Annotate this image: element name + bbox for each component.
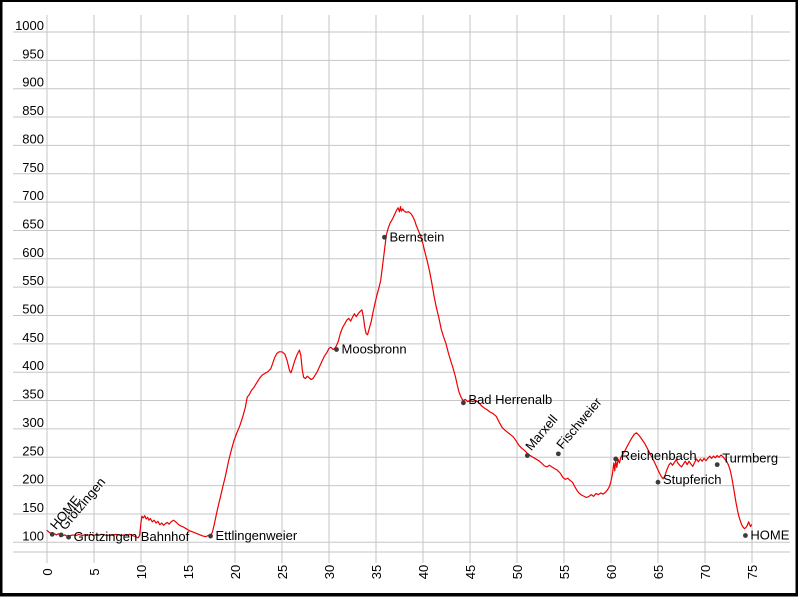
x-axis-tick-label: 20	[228, 565, 243, 579]
x-axis-tick-label: 10	[134, 565, 149, 579]
y-axis-tick-label: 100	[22, 528, 44, 543]
waypoint-label: Moosbronn	[342, 342, 407, 357]
x-axis-tick-label: 15	[181, 565, 196, 579]
window-border-bottom	[0, 593, 798, 597]
y-axis-tick-label: 850	[22, 103, 44, 118]
x-axis-tick-label: 5	[87, 568, 102, 575]
elevation-line	[46, 206, 753, 539]
waypoint-marker	[58, 532, 64, 538]
x-axis-tick-label: 45	[463, 565, 478, 579]
x-axis-tick-label: 55	[557, 565, 572, 579]
y-axis-tick-label: 350	[22, 387, 44, 402]
waypoint-label: Ettlingenweier	[216, 528, 298, 543]
waypoint-marker	[334, 347, 339, 352]
x-axis-tick-label: 75	[745, 565, 760, 579]
waypoint-marker	[382, 234, 387, 240]
y-axis-tick-label: 500	[22, 302, 44, 317]
window-border-top	[0, 0, 798, 2]
y-axis-tick-label: 1000	[15, 18, 44, 33]
y-axis-tick-label: 750	[22, 160, 44, 175]
waypoint-label: HOME	[750, 528, 789, 543]
y-axis-tick-label: 700	[22, 188, 44, 203]
waypoint-label: Turmberg	[722, 451, 778, 466]
y-axis-tick-label: 550	[22, 273, 44, 288]
waypoint-marker	[208, 533, 213, 539]
waypoint-marker	[66, 534, 72, 540]
waypoint-label: Fischweier	[553, 394, 605, 452]
waypoint-marker	[524, 453, 530, 458]
y-axis-tick-label: 900	[22, 75, 44, 90]
waypoint-marker	[655, 479, 661, 485]
waypoint-label: Grötzingen Bahnhof	[74, 529, 190, 544]
waypoint-marker	[555, 451, 561, 457]
waypoint-marker	[613, 456, 619, 462]
waypoint-marker	[714, 462, 720, 468]
y-axis-tick-label: 200	[22, 472, 44, 487]
y-axis-tick-label: 450	[22, 330, 44, 345]
y-axis-tick-label: 300	[22, 415, 44, 430]
waypoint-label: Marxell	[522, 412, 560, 454]
y-axis-tick-label: 800	[22, 131, 44, 146]
x-axis-tick-label: 50	[510, 565, 525, 579]
x-axis-tick-label: 0	[40, 568, 55, 575]
y-axis-tick-label: 400	[22, 358, 44, 373]
waypoint-marker	[743, 533, 748, 538]
x-axis-tick-label: 65	[651, 565, 666, 579]
waypoint-marker	[49, 531, 55, 537]
x-axis-tick-label: 70	[698, 565, 713, 579]
waypoint-marker	[461, 400, 466, 406]
x-axis-tick-label: 25	[275, 565, 290, 579]
waypoint-label: Bernstein	[389, 229, 444, 244]
y-axis-tick-label: 600	[22, 245, 44, 260]
x-axis-tick-label: 30	[322, 565, 337, 579]
x-axis-tick-label: 60	[604, 565, 619, 579]
y-axis-tick-label: 250	[22, 443, 44, 458]
waypoint-label: Reichenbach	[621, 448, 697, 463]
window-border-right	[795, 0, 798, 597]
waypoint-label: Bad Herrenalb	[468, 392, 552, 407]
y-axis-tick-label: 650	[22, 216, 44, 231]
y-axis-tick-label: 150	[22, 500, 44, 515]
y-axis-tick-label: 950	[22, 46, 44, 61]
window-border-left	[0, 0, 3, 597]
x-axis-tick-label: 40	[416, 565, 431, 579]
x-axis-tick-label: 35	[369, 565, 384, 579]
waypoint-label: Stupferich	[663, 472, 722, 487]
